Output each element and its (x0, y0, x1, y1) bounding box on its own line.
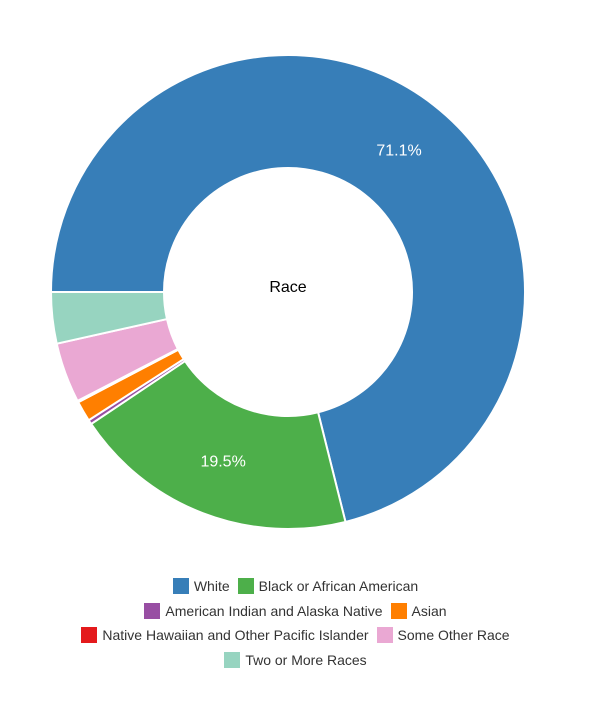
legend-label: Black or African American (258, 578, 419, 595)
legend-swatch (81, 627, 98, 644)
legend-swatch (237, 578, 254, 595)
data-labels: 71.1% 19.5% (200, 143, 421, 471)
legend-item-white[interactable]: White (172, 578, 230, 595)
data-label: 71.1% (376, 143, 421, 160)
legend-row: American Indian and Alaska Native Asian (0, 599, 591, 624)
legend-item-asian[interactable]: Asian (390, 602, 447, 619)
legend-row: White Black or African American (0, 574, 591, 599)
legend-swatch (376, 627, 393, 644)
legend-label: Some Other Race (397, 627, 510, 644)
legend: White Black or African American American… (0, 574, 591, 672)
legend-row: Native Hawaiian and Other Pacific Island… (0, 623, 591, 648)
legend-swatch (144, 602, 161, 619)
legend-row: Two or More Races (0, 648, 591, 673)
legend-item-two-or-more[interactable]: Two or More Races (224, 651, 367, 668)
legend-swatch (224, 651, 241, 668)
legend-label: White (193, 578, 230, 595)
legend-item-black[interactable]: Black or African American (237, 578, 419, 595)
slices (49, 54, 526, 530)
slice-two-or-more-races[interactable] (49, 291, 169, 345)
slice-white[interactable] (49, 54, 526, 524)
legend-label: American Indian and Alaska Native (165, 602, 383, 619)
donut-chart: 71.1% 19.5% Race (49, 54, 526, 530)
legend-item-native-hawaiian[interactable]: Native Hawaiian and Other Pacific Island… (81, 627, 369, 644)
legend-label: Native Hawaiian and Other Pacific Island… (102, 627, 369, 644)
slice-black-or-african-american[interactable] (89, 359, 347, 530)
center-label: Race (269, 279, 306, 296)
legend-item-some-other[interactable]: Some Other Race (376, 627, 510, 644)
data-label: 19.5% (200, 453, 245, 470)
legend-swatch (390, 602, 407, 619)
legend-item-american-indian[interactable]: American Indian and Alaska Native (144, 602, 383, 619)
legend-swatch (172, 578, 189, 595)
legend-label: Asian (411, 602, 447, 619)
legend-label: Two or More Races (245, 651, 367, 668)
